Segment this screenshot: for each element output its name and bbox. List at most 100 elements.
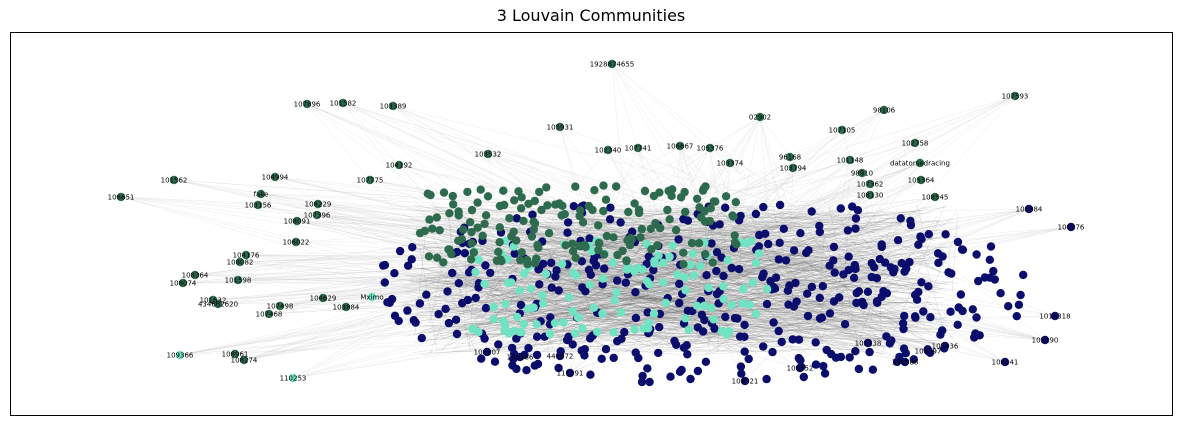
cluster-node [532, 350, 542, 360]
edge [419, 267, 565, 321]
cluster-node [422, 290, 431, 299]
node-label: 109366 [167, 352, 194, 360]
cluster-node [737, 369, 746, 378]
node [879, 105, 889, 115]
edge [679, 145, 710, 245]
cluster-node [840, 320, 850, 329]
node [865, 190, 875, 200]
edge [439, 263, 545, 329]
edge [601, 205, 948, 323]
edge [435, 206, 797, 229]
cluster-node [658, 278, 668, 287]
node-label: 107593 [1002, 93, 1029, 101]
cluster-node [666, 372, 675, 381]
node [755, 112, 765, 122]
edge [705, 257, 792, 329]
cluster-node [516, 255, 525, 265]
edge [832, 318, 946, 329]
edge [445, 280, 588, 323]
edge [548, 275, 873, 315]
cluster-node [829, 297, 839, 306]
edge [610, 311, 904, 345]
edge [570, 297, 679, 299]
cluster-node [895, 352, 904, 362]
cluster-node [687, 239, 697, 248]
cluster-node [654, 251, 663, 260]
edge [459, 285, 542, 296]
cluster-node [722, 330, 732, 339]
node [190, 270, 200, 280]
cluster-node [953, 320, 962, 329]
edge [406, 278, 443, 294]
node-label: 102758 [902, 140, 929, 148]
node-label: 106651 [108, 194, 135, 202]
edge [890, 205, 945, 342]
cluster-node [448, 191, 457, 201]
edge [764, 303, 861, 307]
edge [679, 145, 724, 259]
edge [414, 223, 427, 333]
cluster-node [519, 319, 528, 329]
edge [260, 193, 691, 240]
edge [559, 126, 784, 208]
edge [681, 270, 871, 348]
edge [690, 349, 868, 351]
edge [490, 239, 505, 304]
cluster-node [387, 294, 397, 304]
cluster-node [481, 261, 490, 270]
edge [217, 269, 689, 305]
node-label: 108364 [182, 272, 209, 280]
cluster-node [547, 283, 556, 292]
cluster-node [506, 278, 516, 287]
cluster-node [510, 249, 519, 258]
edge [487, 153, 807, 279]
cluster-node [380, 278, 389, 287]
cluster-node [395, 246, 405, 256]
cluster-node [881, 258, 890, 267]
cluster-node [854, 364, 864, 374]
edge [863, 299, 888, 327]
edge [747, 159, 851, 255]
edge [612, 206, 766, 314]
edge [630, 300, 847, 346]
edge [245, 254, 621, 332]
edge [514, 304, 768, 334]
cluster-node [681, 207, 690, 217]
cluster-node [647, 245, 656, 254]
cluster-node [600, 264, 609, 273]
cluster-node [968, 305, 977, 314]
edge [760, 262, 1046, 341]
edge [268, 238, 718, 315]
node [603, 145, 613, 155]
node-label: 1928874655 [590, 61, 635, 69]
labels-layer: 1928874655 107593 98106 107896 101582 103389 1… [108, 61, 1085, 386]
node [341, 302, 351, 312]
cluster-node [818, 282, 827, 291]
edge [545, 226, 923, 335]
edge [707, 159, 851, 276]
cluster-node [585, 234, 594, 243]
cluster-node [900, 311, 909, 321]
edge [179, 298, 725, 356]
edge [653, 291, 670, 349]
cluster-node [893, 236, 903, 245]
edge [577, 217, 865, 251]
cluster-node [497, 257, 506, 266]
node-label: 107105 [829, 127, 856, 135]
edge [569, 258, 823, 374]
edge [279, 294, 606, 307]
node-label: 107896 [294, 101, 321, 109]
edge [430, 205, 740, 346]
node-label: 108552 [787, 365, 814, 373]
edge [595, 222, 875, 343]
cluster-node [575, 211, 584, 221]
cluster-node [701, 182, 710, 191]
edge [690, 320, 909, 345]
edge [797, 282, 894, 342]
edge [881, 269, 915, 299]
edge [516, 282, 739, 316]
edge [464, 328, 650, 336]
cluster-node [513, 312, 522, 322]
cluster-node [571, 253, 580, 262]
edge [707, 252, 816, 348]
